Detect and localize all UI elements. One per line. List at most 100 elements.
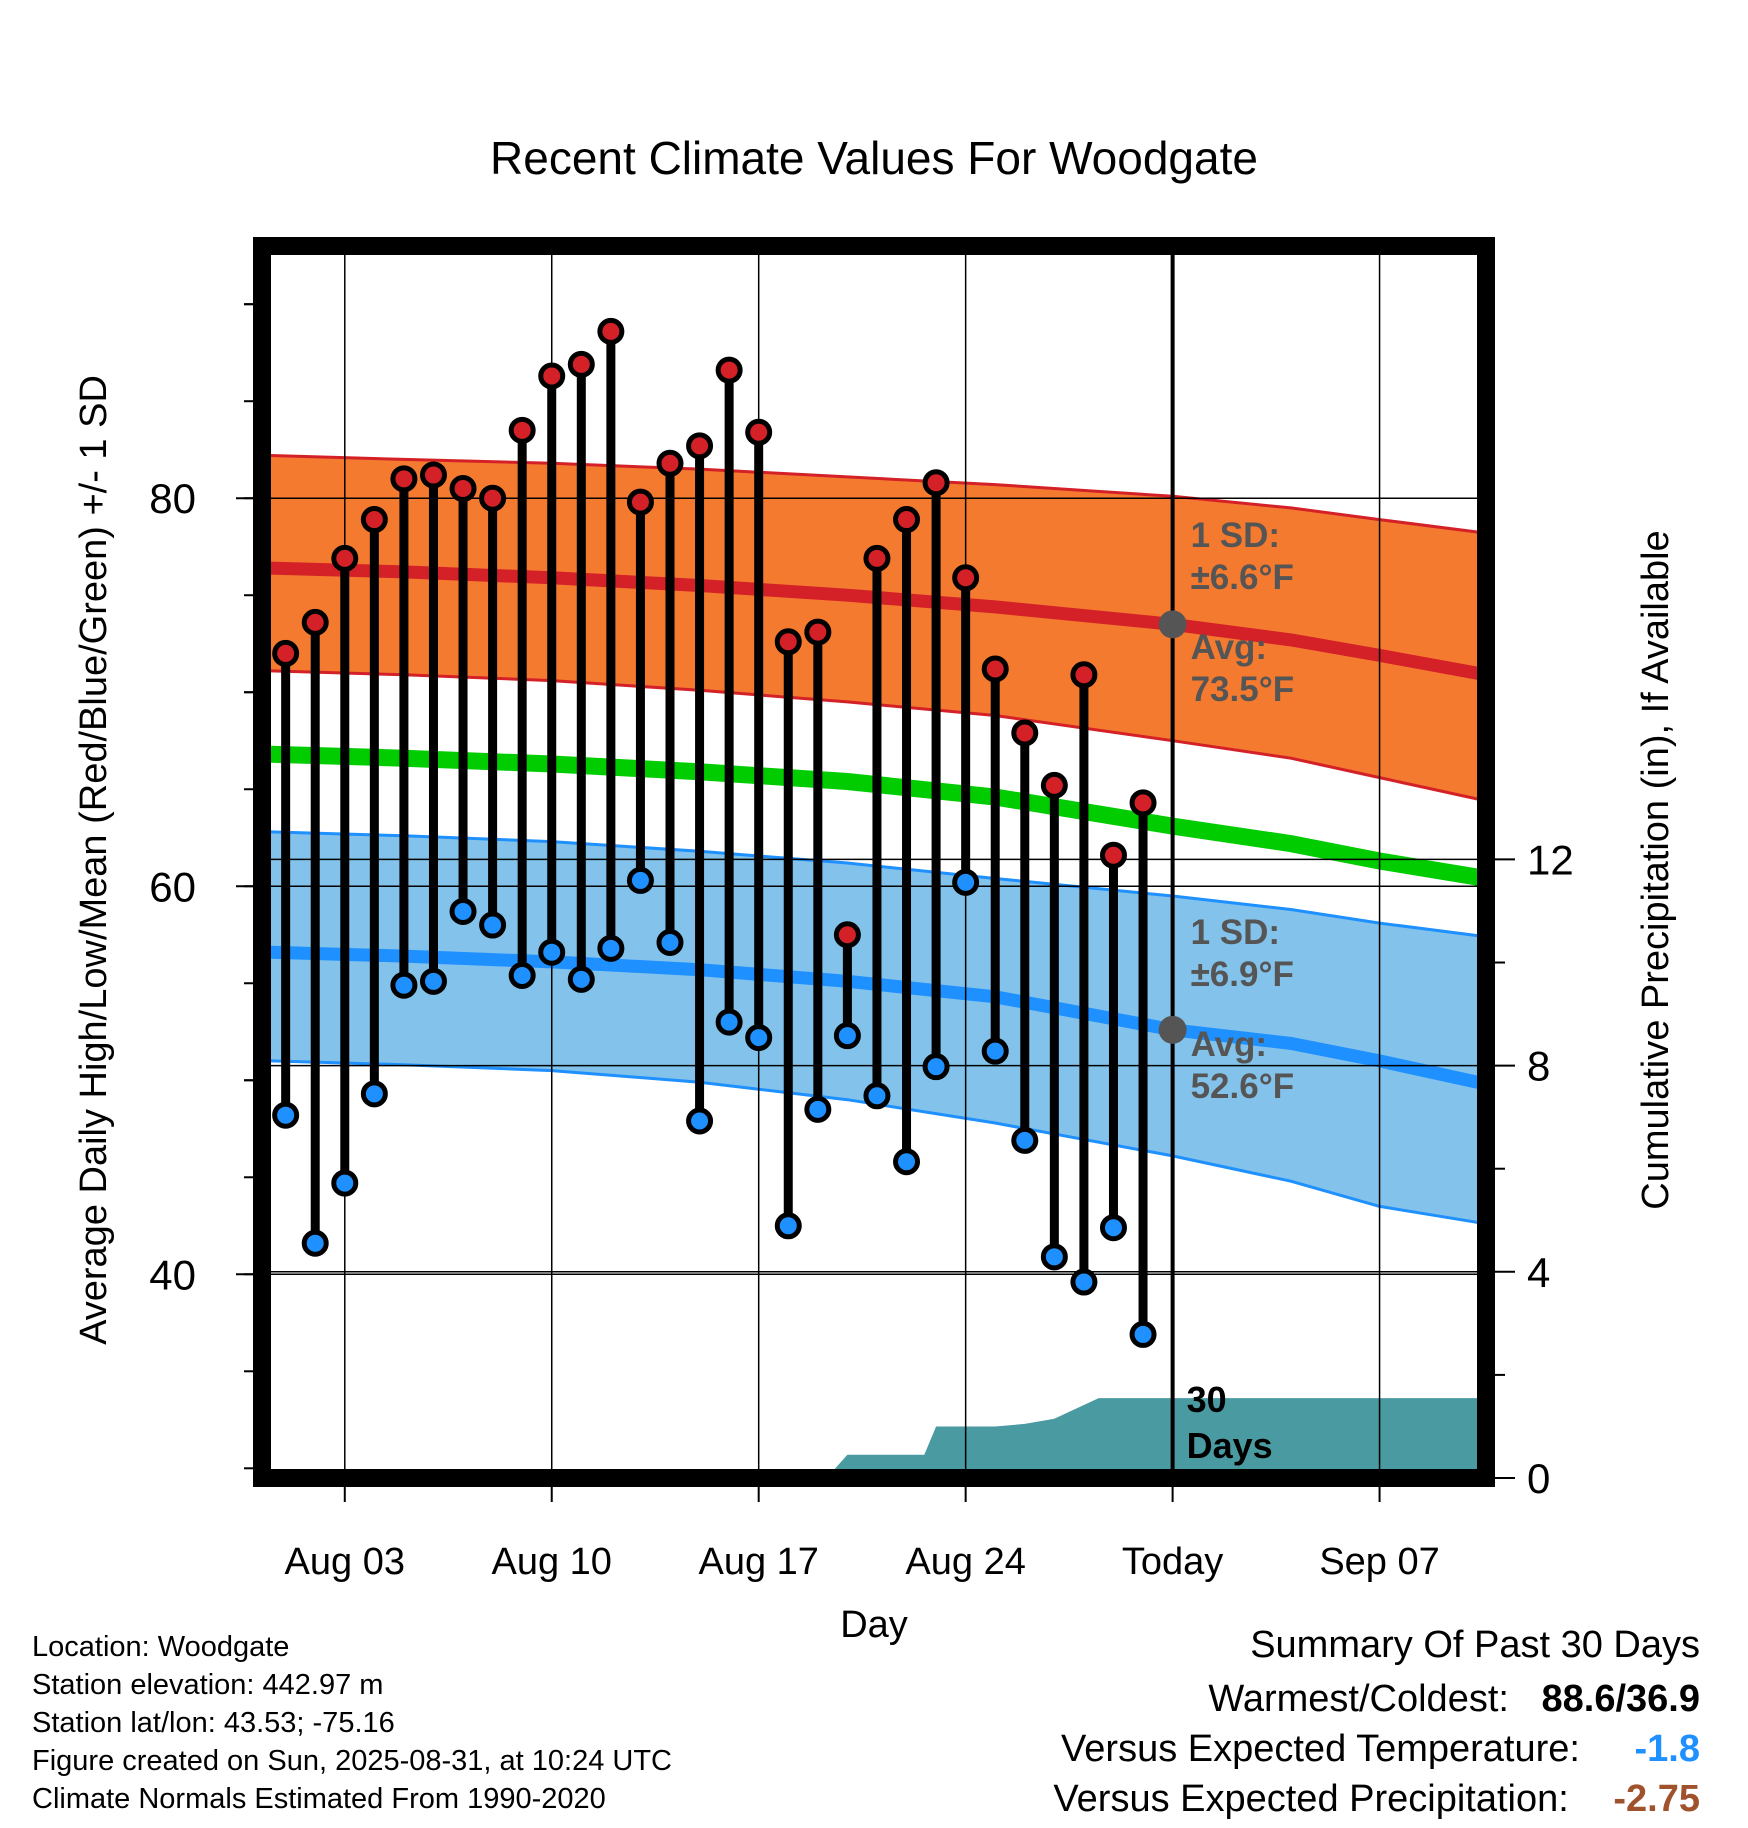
- daily-low-point: [1040, 1243, 1068, 1271]
- daily-low-point: [981, 1037, 1009, 1065]
- x-tick-label: Today: [1122, 1541, 1223, 1583]
- x-axis-label: Day: [840, 1604, 908, 1646]
- high-sd-annotation: 1 SD: ±6.6°F: [1191, 516, 1294, 597]
- daily-low-point: [1099, 1214, 1127, 1242]
- window-label: 30 Days: [1187, 1379, 1273, 1466]
- daily-high-point: [715, 356, 743, 384]
- y2-tick-label: 0: [1527, 1455, 1550, 1502]
- daily-low-point: [597, 934, 625, 962]
- daily-high-point: [390, 465, 418, 493]
- daily-low-point: [1070, 1268, 1098, 1296]
- x-tick-label: Aug 17: [698, 1541, 818, 1583]
- y2-tick-label: 8: [1527, 1043, 1550, 1090]
- y-tick-label: 60: [149, 863, 196, 910]
- temp-departure-label: Versus Expected Temperature:: [1061, 1728, 1580, 1770]
- precip-departure-value: -2.75: [1613, 1778, 1700, 1820]
- high-avg-annotation: Avg: 73.5°F: [1191, 628, 1295, 709]
- daily-low-point: [715, 1008, 743, 1036]
- daily-high-point: [981, 655, 1009, 683]
- daily-high-point: [745, 418, 773, 446]
- daily-low-point: [449, 897, 477, 925]
- daily-high-point: [863, 544, 891, 572]
- daily-low-point: [479, 911, 507, 939]
- y2-axis-label: Cumulative Precipitation (in), If Availa…: [1635, 530, 1677, 1209]
- x-tick-label: Aug 03: [285, 1541, 405, 1583]
- low-avg-annotation: Avg: 52.6°F: [1191, 1025, 1295, 1106]
- normal-high-line: [270, 561, 1488, 682]
- temp-departure-value: -1.8: [1634, 1728, 1700, 1770]
- normal-mean-line: [270, 745, 1488, 887]
- daily-low-point: [1011, 1126, 1039, 1154]
- station-info: Location: Woodgate Station elevation: 44…: [32, 1628, 672, 1818]
- daily-low-point: [686, 1107, 714, 1135]
- y-tick-label: 80: [149, 475, 196, 522]
- daily-high-point: [686, 432, 714, 460]
- daily-low-point: [922, 1053, 950, 1081]
- today-normal-low-marker: [1158, 1015, 1187, 1044]
- location-text: Location: Woodgate: [32, 1631, 290, 1663]
- warm-cold-label: Warmest/Coldest:: [1208, 1678, 1509, 1720]
- y2-tick-label: 12: [1527, 836, 1574, 883]
- daily-high-point: [301, 608, 329, 636]
- daily-high-point: [508, 416, 536, 444]
- elevation-text: Station elevation: 442.97 m: [32, 1669, 384, 1701]
- normal-low-lower-line: [270, 1059, 1487, 1226]
- summary-heading: Summary Of Past 30 Days: [1250, 1624, 1700, 1666]
- daily-high-point: [419, 461, 447, 489]
- daily-low-point: [863, 1082, 891, 1110]
- daily-high-point: [952, 564, 980, 592]
- daily-high-point: [538, 362, 566, 390]
- daily-high-point: [833, 921, 861, 949]
- y2-tick-label: 4: [1527, 1249, 1550, 1296]
- normal-high-lower-line: [270, 669, 1487, 803]
- daily-high-point: [922, 469, 950, 497]
- daily-low-point: [272, 1101, 300, 1129]
- y-axis-label: Average Daily High/Low/Mean (Red/Blue/Gr…: [73, 375, 115, 1345]
- daily-high-point: [331, 544, 359, 572]
- created-text: Figure created on Sun, 2025-08-31, at 10…: [32, 1745, 672, 1777]
- x-tick-label: Sep 07: [1319, 1541, 1439, 1583]
- daily-low-point: [833, 1022, 861, 1050]
- daily-low-point: [390, 971, 418, 999]
- precip-area: [826, 1398, 1486, 1478]
- daily-low-point: [360, 1080, 388, 1108]
- daily-high-point: [1011, 719, 1039, 747]
- daily-low-point: [745, 1024, 773, 1052]
- low-sd-annotation: 1 SD: ±6.9°F: [1191, 913, 1294, 994]
- daily-low-point: [508, 961, 536, 989]
- daily-high-point: [1040, 771, 1068, 799]
- daily-high-point: [1099, 841, 1127, 869]
- daily-low-point: [952, 868, 980, 896]
- daily-high-point: [272, 639, 300, 667]
- precip-departure-row: Versus Expected Precipitation: -2.75: [1053, 1778, 1700, 1821]
- warm-cold-row: Warmest/Coldest: 88.6/36.9: [1208, 1678, 1700, 1721]
- x-tick-label: Aug 10: [492, 1541, 612, 1583]
- latlon-text: Station lat/lon: 43.53; -75.16: [32, 1707, 395, 1739]
- daily-low-point: [538, 938, 566, 966]
- daily-high-point: [893, 506, 921, 534]
- daily-low-point: [804, 1095, 832, 1123]
- daily-high-point: [626, 488, 654, 516]
- x-tick-label: Aug 24: [905, 1541, 1025, 1583]
- daily-low-point: [626, 866, 654, 894]
- chart-title: Recent Climate Values For Woodgate: [490, 132, 1258, 184]
- daily-high-point: [360, 506, 388, 534]
- daily-low-point: [567, 965, 595, 993]
- daily-high-point: [567, 350, 595, 378]
- daily-high-point: [479, 484, 507, 512]
- normal-high-upper-line: [270, 454, 1487, 535]
- temp-departure-row: Versus Expected Temperature: -1.8: [1061, 1728, 1700, 1771]
- daily-high-point: [804, 618, 832, 646]
- daily-low-point: [331, 1169, 359, 1197]
- daily-low-point: [893, 1148, 921, 1176]
- today-normal-high-marker: [1158, 610, 1187, 639]
- daily-high-point: [1070, 661, 1098, 689]
- daily-low-point: [301, 1229, 329, 1257]
- daily-high-point: [774, 628, 802, 656]
- daily-low-point: [774, 1212, 802, 1240]
- normals-text: Climate Normals Estimated From 1990-2020: [32, 1783, 606, 1815]
- daily-high-point: [597, 317, 625, 345]
- y-tick-label: 40: [149, 1251, 196, 1298]
- normal-low-line: [270, 945, 1488, 1091]
